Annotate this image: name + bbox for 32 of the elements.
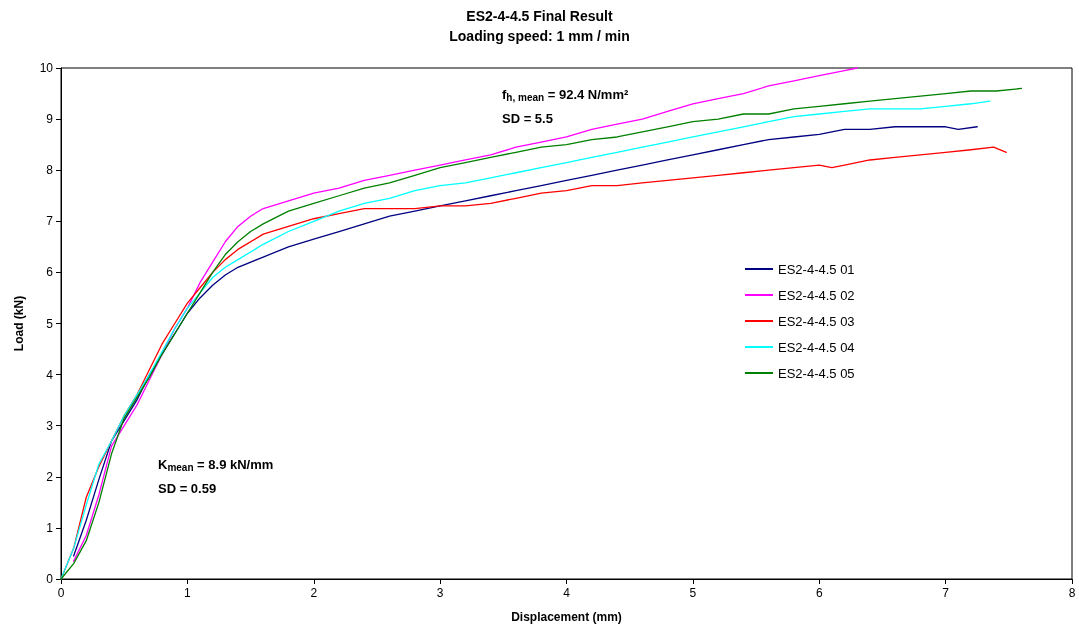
x-tick-label: 0 <box>57 586 65 600</box>
legend-label: ES2-4-4.5 01 <box>778 261 855 277</box>
y-tick-label: 2 <box>46 469 54 484</box>
chart-subtitle: Loading speed: 1 mm / min <box>449 28 630 44</box>
y-tick-label: 8 <box>46 163 54 178</box>
y-tick-label: 1 <box>46 520 54 535</box>
y-tick-label: 6 <box>46 265 54 280</box>
y-tick-label: 5 <box>46 316 54 331</box>
y-tick-label: 4 <box>46 367 54 382</box>
x-tick-label: 8 <box>1068 586 1076 600</box>
y-axis-title: Load (kN) <box>12 295 26 352</box>
x-tick-label: 3 <box>436 586 444 600</box>
x-tick-label: 2 <box>310 586 318 600</box>
y-tick-label: 3 <box>46 418 54 433</box>
x-axis-title: Displacement (mm) <box>511 610 622 624</box>
x-tick-label: 1 <box>184 586 192 600</box>
y-tick-label: 7 <box>46 214 54 229</box>
legend-label: ES2-4-4.5 04 <box>778 339 855 355</box>
y-tick-label: 10 <box>39 61 54 75</box>
annotation: SD = 5.5 <box>502 111 553 126</box>
x-tick-label: 4 <box>563 586 571 600</box>
annotation: SD = 0.59 <box>158 481 217 496</box>
chart-title: ES2-4-4.5 Final Result <box>466 8 613 24</box>
y-tick-label: 0 <box>46 572 54 586</box>
x-tick-label: 5 <box>689 586 697 600</box>
x-tick-label: 6 <box>815 586 823 600</box>
line-series <box>72 67 858 562</box>
x-tick-label: 7 <box>942 586 950 600</box>
legend-label: ES2-4-4.5 03 <box>778 313 855 329</box>
legend-label: ES2-4-4.5 05 <box>778 365 855 381</box>
y-tick-label: 9 <box>46 112 54 127</box>
legend-label: ES2-4-4.5 02 <box>778 287 855 303</box>
